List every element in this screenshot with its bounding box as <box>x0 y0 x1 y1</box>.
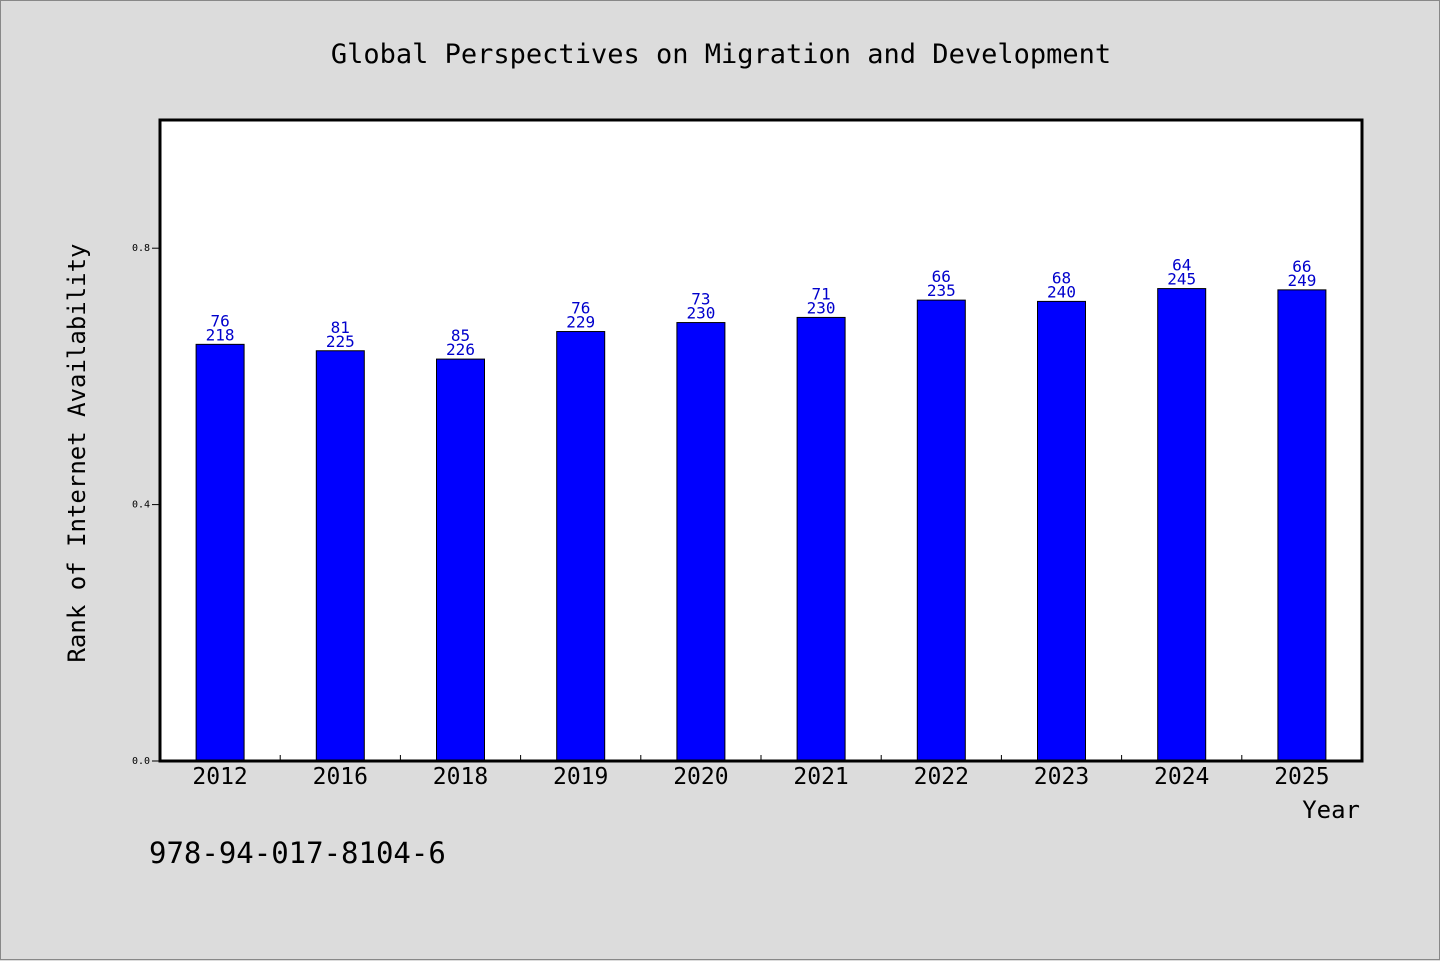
y-tick-label: 0.8 <box>132 243 150 254</box>
y-axis-ticks: 0.0 0.4 0.8 <box>132 243 160 767</box>
x-tick-label-2012: 2012 <box>192 764 247 790</box>
bar-label-top-2012: 76 <box>210 311 229 330</box>
x-axis-ticks: 2012 2016 2018 2019 2020 2021 2022 2023 2024 2025 <box>192 755 1330 790</box>
bar-2012 <box>195 343 245 762</box>
bar-label-bottom-2024: 245 <box>1167 270 1196 289</box>
x-tick-label-2016: 2016 <box>313 764 368 790</box>
bar-2016 <box>315 350 365 762</box>
bar-label-bottom-2018: 226 <box>446 340 475 359</box>
bar-label-bottom-2022: 235 <box>927 281 956 300</box>
x-tick-label-2020: 2020 <box>673 764 728 790</box>
bar-label-bottom-2021: 230 <box>807 298 836 317</box>
bar-label-bottom-2012: 218 <box>206 325 235 344</box>
bar-label-top-2025: 66 <box>1292 257 1311 276</box>
bar-label-top-2022: 66 <box>932 267 951 286</box>
x-tick-label-2025: 2025 <box>1274 764 1329 790</box>
bar-label-top-2019: 76 <box>571 299 590 318</box>
x-tick-label-2022: 2022 <box>914 764 969 790</box>
bar-2018 <box>436 358 485 762</box>
y-tick-label: 0.0 <box>132 756 150 767</box>
bar-2023 <box>1037 300 1086 762</box>
y-tick-label: 0.4 <box>132 500 150 511</box>
x-tick-label-2018: 2018 <box>433 764 488 790</box>
bars-layer <box>195 288 1327 762</box>
x-tick-label-2024: 2024 <box>1154 764 1209 790</box>
bar-2019 <box>556 331 606 762</box>
y-axis-label: Rank of Internet Availability <box>63 243 91 662</box>
bar-label-bottom-2020: 230 <box>686 304 715 323</box>
isbn-footer: 978-94-017-8104-6 <box>149 836 446 870</box>
bar-label-top-2021: 71 <box>811 284 830 303</box>
bar-label-top-2018: 85 <box>451 326 470 345</box>
x-tick-label-2019: 2019 <box>553 764 608 790</box>
plot-border <box>158 118 1364 763</box>
bar-label-bottom-2016: 225 <box>326 332 355 351</box>
x-tick-label-2021: 2021 <box>793 764 848 790</box>
bar-label-top-2023: 68 <box>1052 268 1071 287</box>
bar-2022 <box>916 299 966 762</box>
bar-label-top-2016: 81 <box>331 318 350 337</box>
bar-label-top-2024: 64 <box>1172 256 1191 275</box>
bar-2024 <box>1157 288 1207 762</box>
bar-2020 <box>676 322 726 762</box>
x-axis-label: Year <box>1302 796 1360 824</box>
bar-2025 <box>1277 289 1327 762</box>
bar-label-bottom-2019: 229 <box>566 313 595 332</box>
bar-2021 <box>796 316 846 762</box>
bar-label-bottom-2023: 240 <box>1047 282 1076 301</box>
chart-title: Global Perspectives on Migration and Dev… <box>331 39 1111 70</box>
bar-label-top-2020: 73 <box>691 290 710 309</box>
bar-label-bottom-2025: 249 <box>1287 271 1316 290</box>
x-tick-label-2023: 2023 <box>1034 764 1089 790</box>
